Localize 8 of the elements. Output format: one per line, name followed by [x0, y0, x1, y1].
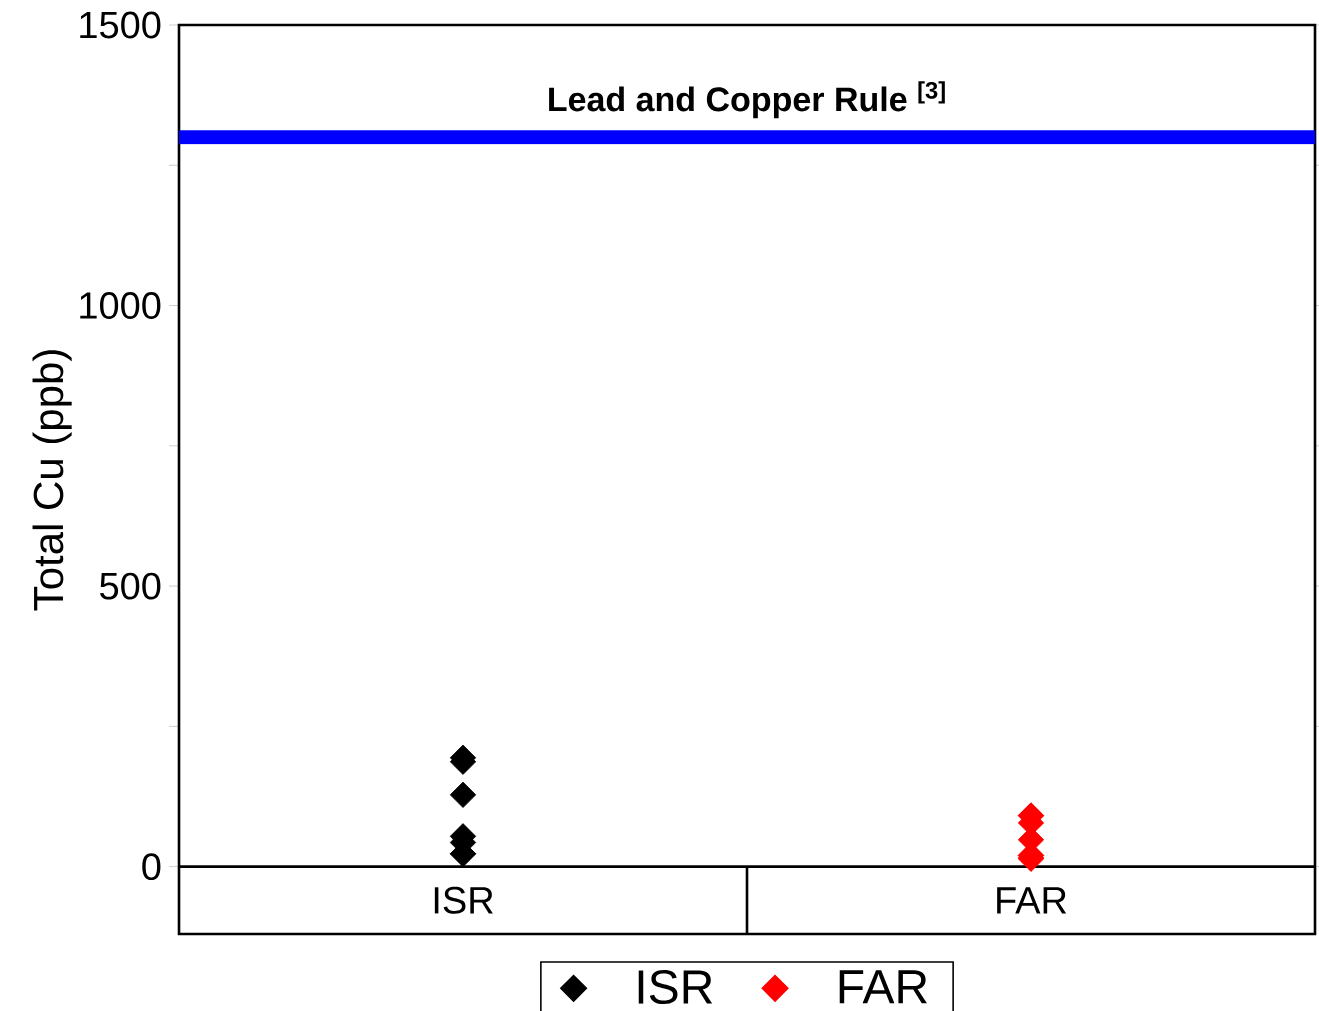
y-axis-title: Total Cu (ppb)	[32, 350, 72, 611]
y-tick-label: 1000	[80, 292, 161, 319]
y-tick-label: 500	[100, 572, 161, 600]
ref-line-label: Lead and Copper Rule $^{[3]}$	[549, 81, 945, 119]
y-tick-label: 0	[142, 853, 161, 881]
y-tick-label: 1500	[80, 11, 161, 39]
legend-label: ISR	[638, 970, 713, 1005]
legend-label: FAR	[839, 970, 927, 1004]
